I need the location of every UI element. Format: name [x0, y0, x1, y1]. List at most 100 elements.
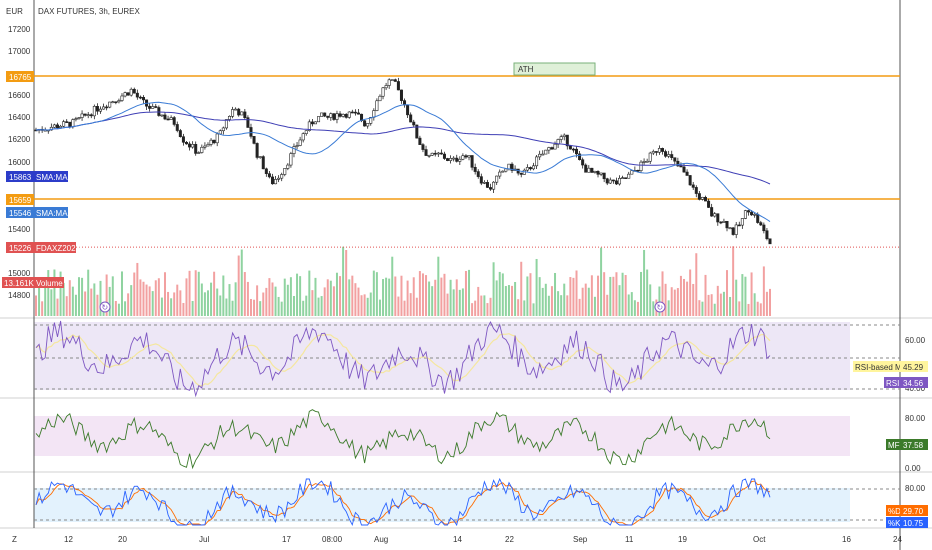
- volume-bar: [354, 283, 357, 316]
- volume-bar: [428, 281, 431, 316]
- candle-body: [476, 171, 480, 177]
- volume-bar: [351, 275, 354, 316]
- volume-bar: [305, 295, 308, 316]
- volume-bar: [77, 277, 80, 316]
- volume-bar: [372, 270, 375, 316]
- volume-bar: [471, 303, 474, 316]
- candle-body: [544, 149, 548, 155]
- volume-bar: [593, 296, 596, 316]
- timezone-button[interactable]: Z: [12, 535, 17, 544]
- candle-body: [188, 143, 192, 148]
- volume-bar: [679, 275, 682, 316]
- volume-bar: [566, 295, 569, 316]
- volume-bar: [547, 295, 550, 316]
- volume-bar: [704, 274, 707, 316]
- volume-bar: [345, 249, 348, 316]
- candle-body: [762, 224, 766, 232]
- volume-bar: [569, 277, 572, 316]
- candle-body: [86, 114, 90, 116]
- candle-body: [750, 211, 754, 216]
- candle-body: [381, 87, 385, 97]
- candle-body: [175, 124, 179, 131]
- volume-bar: [56, 298, 59, 316]
- candle-body: [301, 133, 305, 141]
- volume-bar: [342, 246, 345, 316]
- candle-body: [525, 167, 529, 171]
- volume-bar: [514, 282, 517, 316]
- candle-body: [120, 95, 124, 101]
- candle-body: [412, 121, 416, 126]
- candle-body: [430, 152, 434, 156]
- volume-bar: [148, 286, 151, 316]
- candle-body: [237, 108, 241, 116]
- candle-body: [234, 108, 238, 111]
- dividend-event-icon[interactable]: ↻: [654, 301, 666, 313]
- x-tick: 17: [282, 535, 291, 544]
- candle-body: [270, 176, 274, 185]
- svg-text:15863: 15863: [9, 173, 32, 182]
- candle-body: [575, 148, 579, 155]
- volume-bar: [630, 292, 633, 316]
- candle-body: [59, 125, 63, 128]
- candle-body: [461, 155, 465, 160]
- candle-body: [691, 184, 695, 188]
- dividend-event-icon[interactable]: ↻: [99, 301, 111, 313]
- volume-bar: [554, 272, 557, 316]
- volume-bar: [378, 299, 381, 316]
- candle-body: [218, 130, 222, 135]
- volume-bar: [615, 272, 618, 316]
- volume-bar: [523, 300, 526, 316]
- volume-bar: [560, 295, 563, 316]
- volume-bar: [446, 293, 449, 316]
- candle-body: [765, 230, 769, 240]
- volume-bar: [130, 285, 133, 316]
- volume-bar: [437, 256, 440, 316]
- volume-bar: [283, 278, 286, 316]
- candle-body: [178, 130, 182, 137]
- candle-body: [728, 227, 732, 230]
- candle-body: [283, 168, 287, 175]
- candle-body: [123, 92, 127, 97]
- volume-bar: [747, 303, 750, 316]
- volume-bar: [649, 284, 652, 316]
- volume-bar: [664, 283, 667, 316]
- svg-text:RSI: RSI: [886, 379, 899, 388]
- candle-body: [286, 164, 290, 169]
- volume-bar: [234, 282, 237, 316]
- volume-bar: [117, 303, 120, 316]
- badge-15546: 15546 SMA:MA: [6, 207, 68, 218]
- candle-body: [98, 108, 102, 112]
- volume-bar: [299, 276, 302, 316]
- volume-bar: [707, 294, 710, 316]
- candle-body: [363, 120, 367, 127]
- candle-body: [108, 101, 112, 108]
- candle-body: [571, 148, 575, 151]
- candle-body: [618, 177, 622, 185]
- candle-body: [206, 144, 210, 147]
- stoch-k-badge: %K 10.75: [886, 517, 928, 528]
- candle-body: [492, 181, 496, 190]
- volume-bar: [176, 284, 179, 316]
- candle-body: [639, 161, 643, 171]
- candlesticks: [34, 77, 772, 245]
- volume-bar: [375, 272, 378, 316]
- candle-body: [221, 127, 225, 132]
- candle-body: [163, 114, 167, 120]
- candle-body: [323, 112, 327, 117]
- x-tick: 22: [505, 535, 514, 544]
- ath-annotation[interactable]: ATH: [513, 62, 596, 76]
- candle-body: [704, 196, 708, 202]
- volume-bar: [636, 301, 639, 316]
- candle-body: [289, 153, 293, 166]
- candle-body: [231, 109, 235, 117]
- rsi-tick: 60.00: [905, 336, 926, 345]
- volume-bar: [62, 282, 65, 316]
- volume-bar: [96, 294, 99, 316]
- candle-body: [519, 172, 523, 175]
- volume-bar: [578, 298, 581, 316]
- volume-bar: [449, 279, 452, 316]
- candle-body: [716, 213, 720, 223]
- y-tick: 15000: [8, 269, 31, 278]
- volume-bar: [188, 270, 191, 316]
